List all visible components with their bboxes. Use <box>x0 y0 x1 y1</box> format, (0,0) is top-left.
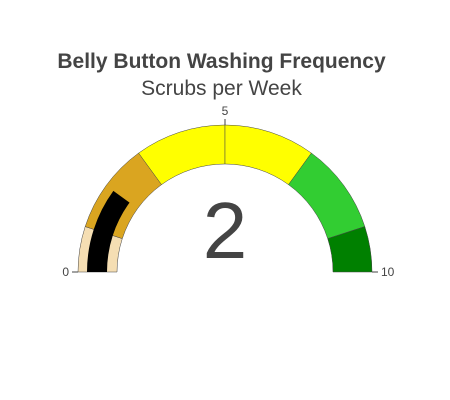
gauge-axis: 0 5 10 <box>62 104 394 279</box>
gauge-tick-label-0: 0 <box>62 265 69 279</box>
chart-title: Belly Button Washing Frequency <box>57 50 386 73</box>
gauge-value-number: 2 <box>203 186 248 275</box>
chart-subtitle: Scrubs per Week <box>141 77 302 100</box>
gauge-step-5 <box>327 226 373 273</box>
gauge-value-bar-arc <box>87 190 130 272</box>
gauge-tick-label-10: 10 <box>381 265 395 279</box>
gauge-value-bar <box>87 190 130 272</box>
gauge-tick-label-5: 5 <box>222 104 229 118</box>
